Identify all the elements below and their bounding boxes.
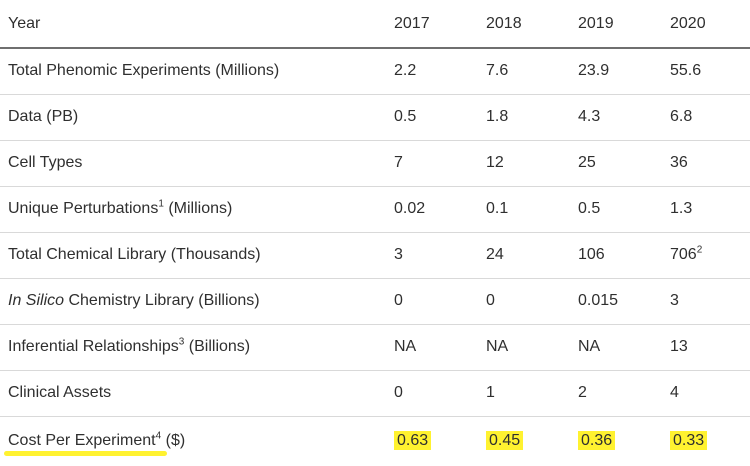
row-label-unit: (Billions) <box>184 338 251 355</box>
cell-2018: 1.8 <box>482 94 574 141</box>
cell-2019: 0.5 <box>574 186 666 233</box>
cell-2019: 2 <box>574 370 666 417</box>
cell-2020: 55.6 <box>666 48 750 95</box>
cell-2017: 0.5 <box>390 94 482 141</box>
cell-2020: 7062 <box>666 232 750 279</box>
cell-2018: NA <box>482 324 574 371</box>
table-row: In Silico Chemistry Library (Billions) 0… <box>0 278 750 325</box>
highlighted-value: 0.36 <box>578 431 616 451</box>
row-label-text: Chemistry Library (Billions) <box>64 292 260 309</box>
cell-2018: 24 <box>482 232 574 279</box>
cell-2020: 36 <box>666 140 750 187</box>
footnote-marker: 1 <box>158 198 164 210</box>
year-2019: 2019 <box>574 0 666 49</box>
row-label: Clinical Assets <box>0 370 390 417</box>
table-row-highlighted: Cost Per Experiment4 ($) 0.63 0.45 0.36 … <box>0 416 750 466</box>
row-label: Total Chemical Library (Thousands) <box>0 232 390 279</box>
row-label: Cost Per Experiment4 ($) <box>0 416 390 466</box>
row-label-text: Unique Perturbations <box>8 200 159 217</box>
cell-2019: 0.015 <box>574 278 666 325</box>
cell-2019: 25 <box>574 140 666 187</box>
footnote-marker: 2 <box>696 244 703 256</box>
cell-2017: 7 <box>390 140 482 187</box>
cell-2020: 6.8 <box>666 94 750 141</box>
cell-2019: NA <box>574 324 666 371</box>
header-row: Year 2017 2018 2019 2020 <box>0 0 750 49</box>
cell-2017: NA <box>390 324 482 371</box>
row-label-text: Inferential Relationships <box>8 338 179 355</box>
cell-2020-value: 706 <box>670 246 697 263</box>
table-row: Inferential Relationships3 (Billions) NA… <box>0 324 750 371</box>
cell-2017: 0.02 <box>390 186 482 233</box>
cell-2017: 3 <box>390 232 482 279</box>
row-label: In Silico Chemistry Library (Billions) <box>0 278 390 325</box>
cell-2017: 0 <box>390 370 482 417</box>
row-label: Inferential Relationships3 (Billions) <box>0 324 390 371</box>
footnote-marker: 3 <box>178 336 185 348</box>
cell-2018: 0 <box>482 278 574 325</box>
table-row: Unique Perturbations1 (Millions) 0.02 0.… <box>0 186 750 233</box>
row-label: Cell Types <box>0 140 390 187</box>
cell-2020: 13 <box>666 324 750 371</box>
cell-2019: 23.9 <box>574 48 666 95</box>
year-2018: 2018 <box>482 0 574 49</box>
highlighted-value: 0.33 <box>670 431 708 451</box>
row-label: Data (PB) <box>0 94 390 141</box>
cell-2017: 0.63 <box>390 416 482 466</box>
cell-2017: 0 <box>390 278 482 325</box>
table-row: Clinical Assets 0 1 2 4 <box>0 370 750 417</box>
highlighted-value: 0.63 <box>394 431 432 451</box>
row-label-italic: In Silico <box>8 292 65 309</box>
cell-2019: 106 <box>574 232 666 279</box>
row-label-unit: ($) <box>161 432 186 450</box>
year-header: Year <box>0 0 390 49</box>
highlighted-value: 0.45 <box>486 431 524 451</box>
cell-2019: 0.36 <box>574 416 666 466</box>
cell-2020: 3 <box>666 278 750 325</box>
cell-2018: 12 <box>482 140 574 187</box>
cell-2017: 2.2 <box>390 48 482 95</box>
cell-2020: 4 <box>666 370 750 417</box>
table-row: Data (PB) 0.5 1.8 4.3 6.8 <box>0 94 750 141</box>
row-label: Total Phenomic Experiments (Millions) <box>0 48 390 95</box>
row-label-text: Cost Per Experiment <box>8 432 156 450</box>
highlight-stroke: Cost Per Experiment4 <box>3 430 168 457</box>
cell-2020: 1.3 <box>666 186 750 233</box>
cell-2018: 7.6 <box>482 48 574 95</box>
year-2020: 2020 <box>666 0 750 49</box>
footnote-marker: 4 <box>155 430 162 442</box>
row-label: Unique Perturbations1 (Millions) <box>0 186 390 233</box>
year-2017: 2017 <box>390 0 482 49</box>
table-row: Total Chemical Library (Thousands) 3 24 … <box>0 232 750 279</box>
table-row: Total Phenomic Experiments (Millions) 2.… <box>0 48 750 95</box>
row-label-unit: (Millions) <box>163 200 233 217</box>
cell-2018: 1 <box>482 370 574 417</box>
table-row: Cell Types 7 12 25 36 <box>0 140 750 187</box>
cell-2019: 4.3 <box>574 94 666 141</box>
cell-2018: 0.1 <box>482 186 574 233</box>
cell-2018: 0.45 <box>482 416 574 466</box>
cell-2020: 0.33 <box>666 416 750 466</box>
